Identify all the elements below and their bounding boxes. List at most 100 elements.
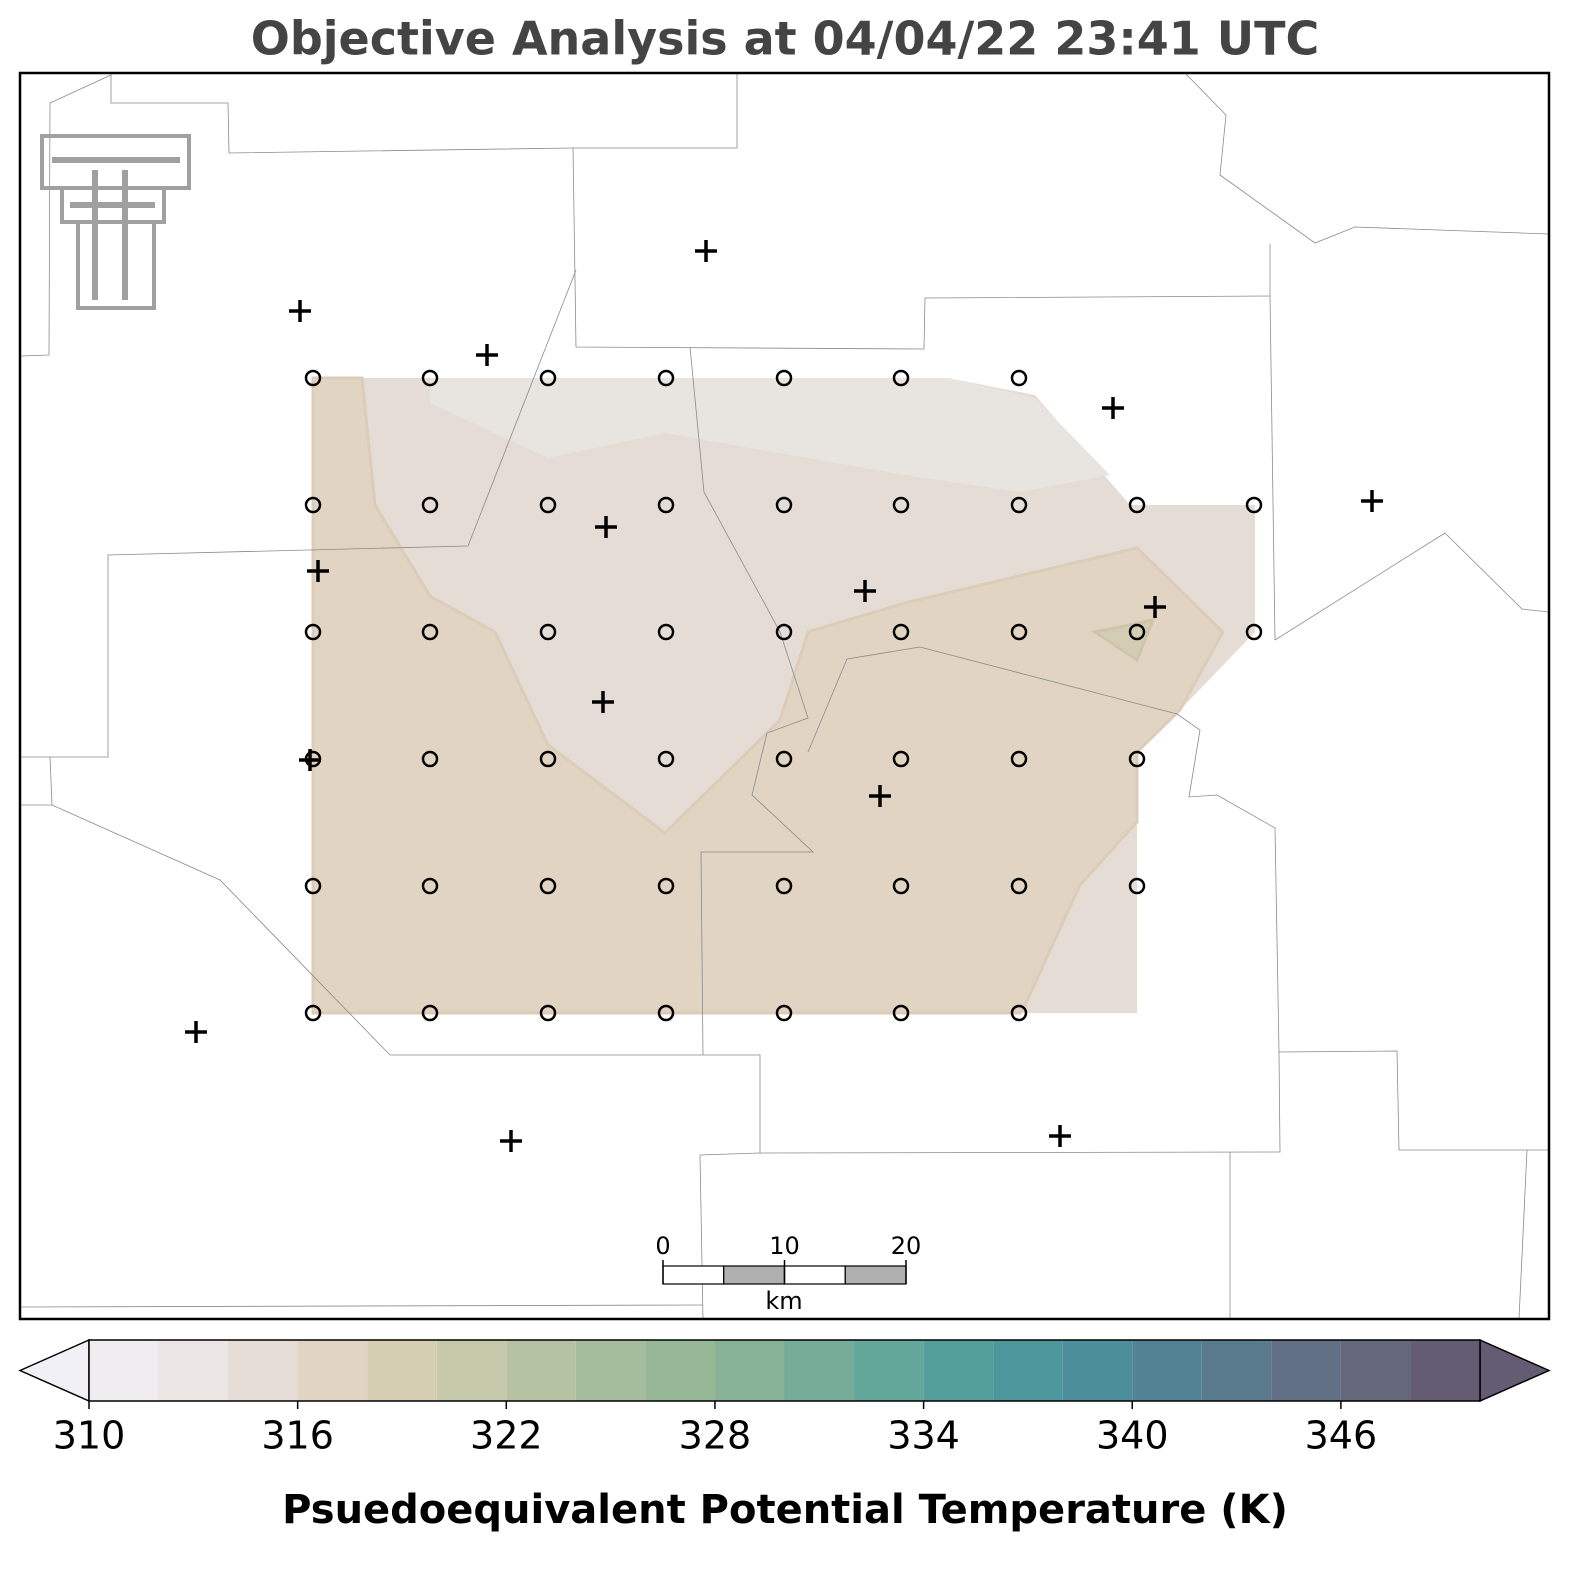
grid-point [421,750,439,768]
station [592,691,614,713]
grid-point [1010,623,1028,641]
grid-point [1245,623,1263,641]
grid-point [304,1004,322,1022]
grid-point [539,877,557,895]
scale-segment [662,1265,725,1285]
grid-point [657,750,675,768]
grid-point [775,496,793,514]
grid-point [304,623,322,641]
grid-point [539,623,557,641]
colorbar-bin [575,1340,646,1401]
colorbar-under [18,1338,90,1403]
grid-point [421,877,439,895]
colorbar-bin [784,1340,855,1401]
scale-segment [723,1265,786,1285]
map-frame [18,71,1551,1321]
county-lines [19,72,1550,1320]
colorbar-bin [993,1340,1063,1401]
colorbar-bin [1201,1340,1272,1401]
grid-point [1128,750,1146,768]
grid-point [1128,877,1146,895]
grid-point [1128,496,1146,514]
colorbar-bin [714,1340,785,1401]
station [185,1021,207,1043]
grid-point [539,1004,557,1022]
grid-point [775,369,793,387]
colorbar: Psuedoequivalent Potential Temperature (… [18,1338,1551,1533]
colorbar-bin [1062,1340,1133,1401]
grid-point [304,369,322,387]
grid-point [892,1004,910,1022]
grid-point [892,496,910,514]
colorbar-bin [297,1340,368,1401]
station [869,785,891,807]
colorbar-tick-label: 334 [887,1414,960,1458]
colorbar-bin [506,1340,576,1401]
grid-points [304,369,1263,1022]
station [1144,596,1166,618]
grid-point [892,877,910,895]
analysis-fill [311,376,1255,1015]
grid-point [657,877,675,895]
colorbar-tick-label: 310 [53,1414,126,1458]
scale-tick-label: 20 [891,1232,922,1260]
colorbar-frame [88,1339,1481,1402]
grid-point [1010,369,1028,387]
grid-point [304,877,322,895]
station [289,300,311,322]
scale-tick-label: 0 [655,1232,670,1260]
station [1102,397,1124,419]
grid-point [657,1004,675,1022]
grid-point [1010,750,1028,768]
grid-point [775,877,793,895]
station [500,1130,522,1152]
grid-point [657,369,675,387]
grid-point [304,496,322,514]
scale-segment [783,1265,846,1285]
colorbar-bin [645,1340,715,1401]
contour-312 [430,378,1110,492]
grid-point [892,369,910,387]
station [854,580,876,602]
colorbar-bin [854,1340,924,1401]
colorbar-tick-label: 346 [1305,1414,1378,1458]
colorbar-bin [1271,1340,1341,1401]
colorbar-tick-label: 340 [1096,1414,1169,1458]
stations [185,240,1383,1152]
colorbar-bin [436,1340,507,1401]
grid-point [539,369,557,387]
colorbar-tick-label: 328 [679,1414,752,1458]
station [1361,490,1383,512]
grid-point [775,750,793,768]
colorbar-bin [923,1340,994,1401]
station [476,344,498,366]
colorbar-bin [367,1340,437,1401]
colorbar-bin [1340,1340,1411,1401]
station [1049,1125,1071,1147]
logo [40,134,191,310]
grid-point [892,623,910,641]
colorbar-bin [228,1340,298,1401]
grid-point [421,1004,439,1022]
grid-point [1010,496,1028,514]
colorbar-tick-label: 322 [470,1414,543,1458]
grid-point [421,623,439,641]
station [695,240,717,262]
grid-point [657,623,675,641]
grid-point [1010,1004,1028,1022]
title: Objective Analysis at 04/04/22 23:41 UTC [251,12,1320,66]
scale-bar: km 0 10 20 [655,1232,921,1315]
colorbar-bin [1410,1340,1480,1401]
grid-point [421,496,439,514]
grid-point [539,496,557,514]
scale-segment [844,1265,907,1285]
contour-318 [1091,617,1156,663]
colorbar-over [1479,1338,1551,1403]
colorbar-tick-label: 316 [261,1414,334,1458]
grid-point [1010,877,1028,895]
scale-tick-label: 10 [769,1232,800,1260]
grid-point [775,1004,793,1022]
grid-point [892,750,910,768]
